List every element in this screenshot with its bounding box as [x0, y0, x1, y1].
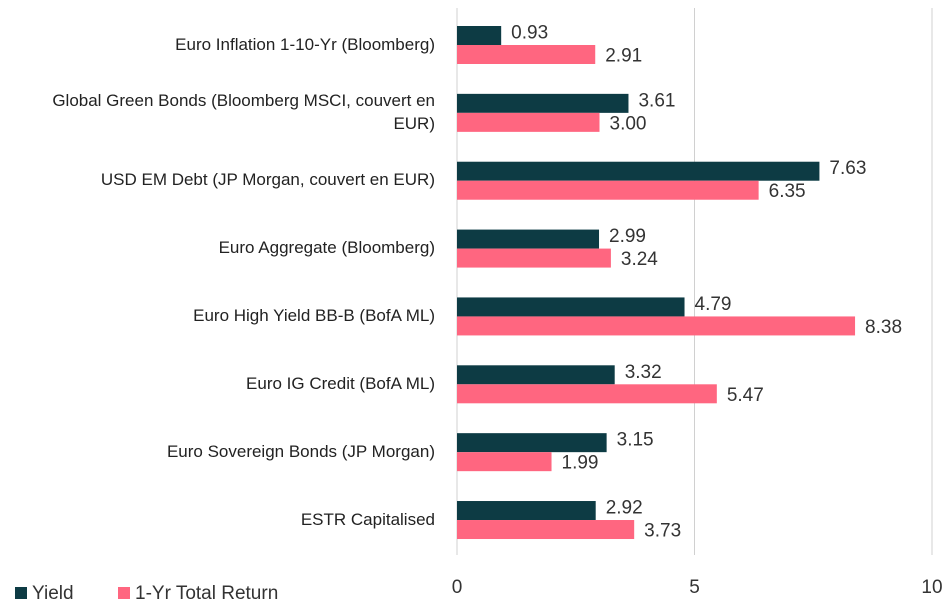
legend-swatch	[15, 587, 27, 599]
x-tick-label: 0	[452, 577, 463, 598]
bar	[457, 248, 611, 268]
category-label: Global Green Bonds (Bloomberg MSCI, couv…	[52, 90, 435, 133]
value-label: 3.15	[617, 430, 654, 451]
category-label: Euro Sovereign Bonds (JP Morgan)	[166, 441, 435, 461]
value-label: 0.93	[511, 23, 548, 44]
legend-label: 1-Yr Total Return	[135, 583, 278, 604]
value-label: 3.73	[644, 521, 681, 542]
category-label: ESTR Capitalised	[300, 509, 435, 529]
bar	[457, 93, 629, 113]
bar	[457, 520, 635, 540]
category-label: Euro IG Credit (BofA ML)	[246, 373, 435, 393]
legend-swatch	[118, 587, 130, 599]
legend-label: Yield	[32, 583, 74, 604]
value-label: 1.99	[562, 453, 599, 474]
value-label: 2.99	[609, 226, 646, 247]
bar	[457, 26, 502, 45]
category-label: Euro High Yield BB-B (BofA ML)	[193, 305, 435, 325]
bar	[457, 45, 596, 64]
value-label: 2.92	[606, 498, 643, 519]
bar	[457, 112, 600, 132]
value-label: 3.61	[638, 90, 675, 111]
x-tick-label: 5	[689, 577, 700, 598]
category-label: Euro Aggregate (Bloomberg)	[218, 238, 435, 258]
value-label: 3.32	[625, 362, 662, 383]
bar	[457, 297, 685, 317]
value-label: 3.00	[610, 113, 647, 134]
bar	[457, 229, 600, 249]
value-label: 4.79	[695, 294, 732, 315]
value-label: 6.35	[769, 181, 806, 202]
x-tick-label: 10	[921, 577, 942, 598]
bar	[457, 161, 820, 181]
bar	[457, 316, 856, 336]
value-label: 7.63	[829, 158, 866, 179]
bar	[457, 384, 717, 404]
bar	[457, 365, 615, 385]
bar	[457, 452, 552, 472]
category-label: Euro Inflation 1-10-Yr (Bloomberg)	[175, 34, 435, 54]
value-label: 8.38	[865, 317, 902, 338]
value-label: 3.24	[621, 249, 658, 270]
category-label: USD EM Debt (JP Morgan, couvert en EUR)	[100, 170, 435, 190]
bar	[457, 501, 596, 521]
bar	[457, 433, 607, 453]
bar	[457, 180, 759, 200]
value-label: 5.47	[727, 385, 764, 406]
value-label: 2.91	[605, 46, 642, 67]
